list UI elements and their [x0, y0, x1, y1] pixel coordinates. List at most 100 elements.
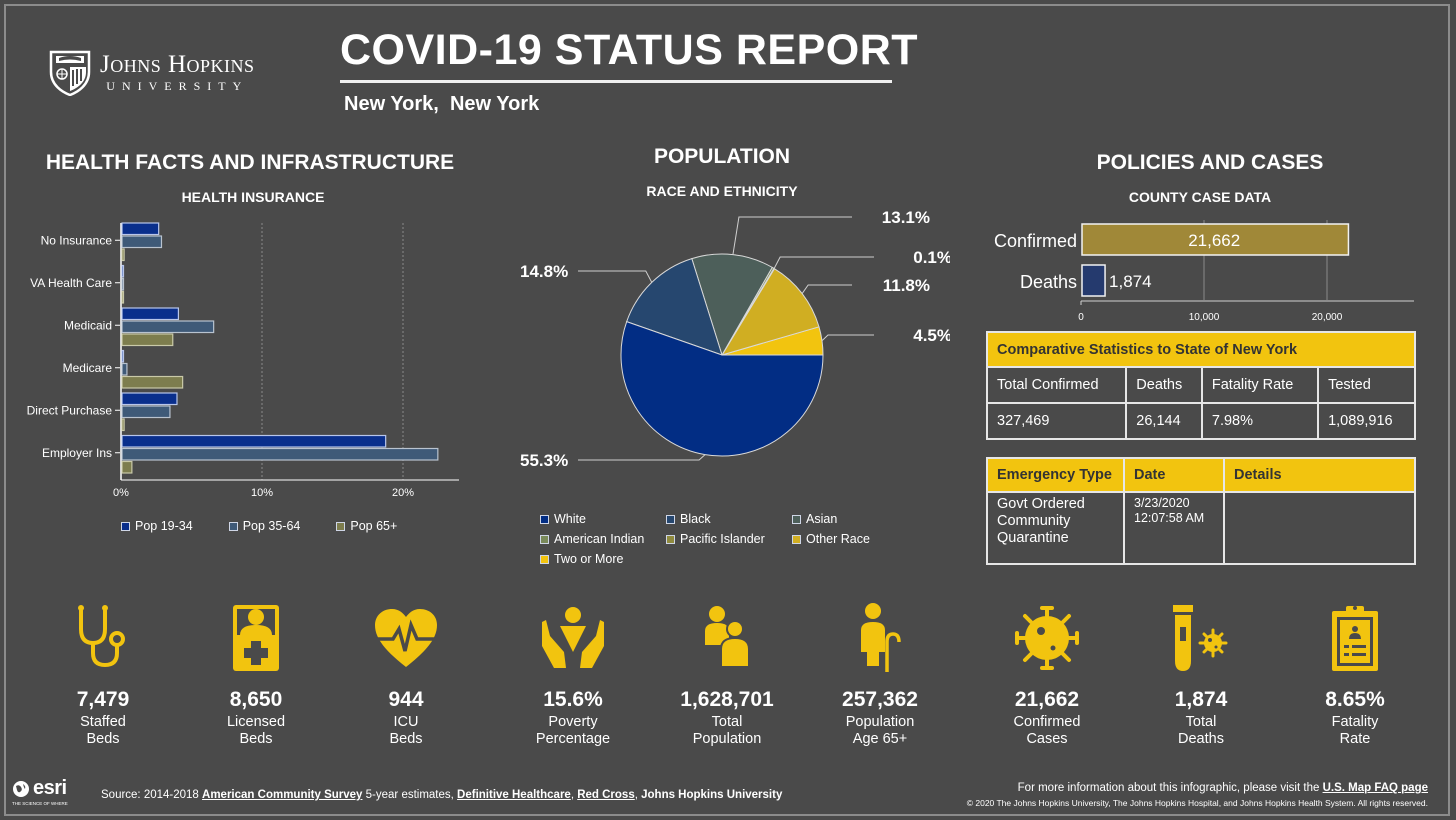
- bar-category-label: Deaths: [1020, 272, 1077, 292]
- link-red-cross[interactable]: Red Cross: [577, 789, 635, 801]
- source-text: ,: [570, 789, 578, 801]
- health-insurance-chart: 0% 10% 20% No Insurance VA Health Care Medica…: [27, 222, 459, 499]
- stat-label-line2: Beds: [239, 731, 273, 747]
- stat-label-line1: Licensed: [226, 714, 286, 730]
- hospital-bed-icon: [191, 600, 321, 675]
- link-definitive-healthcare[interactable]: Definitive Healthcare: [457, 789, 571, 801]
- bar-pop-35-64: [121, 405, 171, 419]
- legend-item-pop-19-34[interactable]: Pop 19-34: [121, 519, 193, 533]
- legend-label: Black: [680, 512, 711, 526]
- stat-label-line1: ICU: [393, 714, 419, 730]
- stat-card: 944 ICU Beds: [341, 600, 471, 748]
- bar-pop-19-34: [121, 222, 160, 236]
- bar-pop-35-64: [121, 362, 128, 376]
- esri-logo[interactable]: esri THE SCIENCE OF WHERE: [12, 777, 68, 806]
- legend-item-asian[interactable]: Asian: [792, 512, 918, 526]
- stat-card: 8,650 Licensed Beds: [191, 600, 321, 748]
- link-american-community-survey[interactable]: American Community Survey: [202, 789, 363, 801]
- stat-card: 1,874 Total Deaths: [1136, 600, 1266, 748]
- stat-label-line2: Percentage: [535, 731, 611, 747]
- stat-label-line2: Cases: [1026, 731, 1068, 747]
- population-section-title: POPULATION: [653, 145, 791, 168]
- x-tick-label: 10,000: [1189, 312, 1220, 323]
- legend-label: White: [554, 512, 586, 526]
- legend-label: Asian: [806, 512, 838, 526]
- county-case-chart: 0 10,000 20,000 Confirmed 21,662 Deaths 1,874: [994, 220, 1414, 323]
- stat-value: 15.6%: [543, 688, 603, 711]
- bar-value-label: 21,662: [1188, 231, 1240, 250]
- leader-line: [578, 270, 653, 283]
- legend-swatch: [336, 521, 346, 531]
- col-header-deaths: Deaths: [1125, 366, 1203, 404]
- race-ethnicity-pie: 13.1% 0.1% 11.8% 4.5% 14.8% 55.3%: [520, 208, 950, 470]
- bar-pop-19-34: [121, 392, 178, 406]
- y-tick-label: Employer Ins: [42, 446, 112, 460]
- legend-swatch: [228, 521, 238, 531]
- pie-data-label: 55.3%: [520, 451, 568, 470]
- x-tick-label: 0%: [113, 487, 129, 499]
- stat-card: 7,479 Staffed Beds: [38, 600, 168, 748]
- stat-card: 15.6% Poverty Percentage: [508, 600, 638, 748]
- link-us-map-faq[interactable]: U.S. Map FAQ page: [1322, 782, 1428, 794]
- source-line: Source: 2014-2018 American Community Sur…: [101, 789, 782, 801]
- stat-label: ICU Beds: [341, 714, 471, 748]
- health-chart-title: HEALTH INSURANCE: [181, 189, 325, 205]
- bar-confirmed: [1081, 223, 1350, 256]
- y-tick-label: Medicare: [63, 361, 113, 375]
- jhu-logo[interactable]: Johns Hopkins UNIVERSITY: [48, 48, 255, 96]
- legend-label: Pop 19-34: [135, 519, 193, 533]
- col-header-total-confirmed: Total Confirmed: [985, 366, 1128, 404]
- bar-pop-65-: [121, 460, 133, 474]
- source-text: ,: [634, 789, 642, 801]
- leader-line: [821, 334, 874, 342]
- people-icon: [662, 600, 792, 675]
- bar-pop-35-64: [121, 277, 125, 291]
- legend-item-two-or-more[interactable]: Two or More: [540, 552, 666, 566]
- legend-item-pop-35-64[interactable]: Pop 35-64: [228, 519, 300, 533]
- pie-data-label: 0.1%: [913, 248, 950, 267]
- jhu-shield-icon: [49, 50, 91, 96]
- emergency-date-day: 3/23/2020: [1134, 496, 1190, 510]
- pie-legend: White Black Asian American Indian Pacifi…: [540, 512, 918, 566]
- col-header-details: Details: [1223, 457, 1416, 493]
- source-jhu: Johns Hopkins University: [641, 789, 783, 801]
- elderly-person-icon: [815, 600, 945, 675]
- state-deaths: 26,144: [1125, 402, 1203, 440]
- stat-label-line1: Confirmed: [1013, 714, 1081, 730]
- test-tube-virus-icon: [1136, 600, 1266, 675]
- county-chart-title: COUNTY CASE DATA: [1128, 189, 1272, 205]
- copyright: © 2020 The Johns Hopkins University, The…: [966, 798, 1428, 808]
- legend-swatch: [666, 534, 675, 544]
- stat-label-line2: Beds: [389, 731, 423, 747]
- legend-label: Other Race: [806, 532, 870, 546]
- stat-label-line1: Population: [845, 714, 915, 730]
- stat-label: Confirmed Cases: [982, 714, 1112, 748]
- x-tick-label: 10%: [251, 487, 273, 499]
- stat-label-line1: Fatality: [1331, 714, 1379, 730]
- legend-item-white[interactable]: White: [540, 512, 666, 526]
- legend-item-black[interactable]: Black: [666, 512, 792, 526]
- legend-item-american-indian[interactable]: American Indian: [540, 532, 666, 546]
- stat-label-line1: Poverty: [548, 714, 598, 730]
- bar-pop-65-: [121, 333, 174, 347]
- stethoscope-icon: [38, 600, 168, 675]
- legend-item-pacific-islander[interactable]: Pacific Islander: [666, 532, 792, 546]
- source-prefix: Source: 2014-2018: [101, 789, 203, 801]
- infographic-frame: [4, 4, 1450, 816]
- state-tested: 1,089,916: [1317, 402, 1416, 440]
- policies-section-title: POLICIES AND CASES: [1096, 151, 1324, 174]
- emergency-date: 3/23/2020 12:07:58 AM: [1123, 491, 1225, 565]
- legend-item-other-race[interactable]: Other Race: [792, 532, 918, 546]
- leader-line: [578, 454, 706, 461]
- stat-card: 8.65% Fatality Rate: [1290, 600, 1420, 748]
- col-header-date: Date: [1123, 457, 1225, 493]
- page-title: COVID-19 STATUS REPORT: [340, 26, 919, 74]
- stat-label: Fatality Rate: [1290, 714, 1420, 748]
- legend-item-pop-65-plus[interactable]: Pop 65+: [336, 519, 397, 533]
- comparative-stats-title: Comparative Statistics to State of New Y…: [986, 331, 1416, 368]
- comparative-stats-table: Comparative Statistics to State of New Y…: [985, 331, 1416, 440]
- info-line: For more information about this infograp…: [1018, 782, 1428, 794]
- stat-label-line2: Age 65+: [852, 731, 908, 747]
- y-tick-label: Medicaid: [64, 318, 112, 332]
- stat-value: 7,479: [76, 688, 130, 711]
